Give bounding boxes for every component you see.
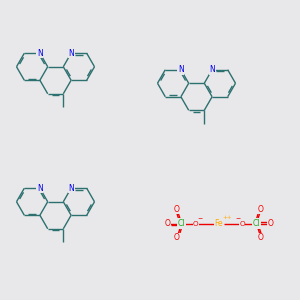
Text: Cl: Cl [253,219,260,228]
Text: N: N [209,65,215,74]
Text: N: N [37,184,43,193]
Text: O: O [239,220,245,226]
Text: ++: ++ [223,215,232,220]
Text: N: N [37,49,43,58]
Text: O: O [258,233,264,242]
Text: O: O [164,219,170,228]
Text: O: O [268,219,274,228]
Text: O: O [193,220,199,226]
Text: Fe: Fe [215,219,223,228]
Text: O: O [174,233,180,242]
Text: −: − [235,216,240,220]
Text: N: N [68,184,74,193]
Text: N: N [68,49,74,58]
Text: N: N [178,65,184,74]
Text: O: O [258,205,264,214]
Text: −: − [198,216,203,220]
Text: O: O [174,205,180,214]
Text: Cl: Cl [178,219,185,228]
